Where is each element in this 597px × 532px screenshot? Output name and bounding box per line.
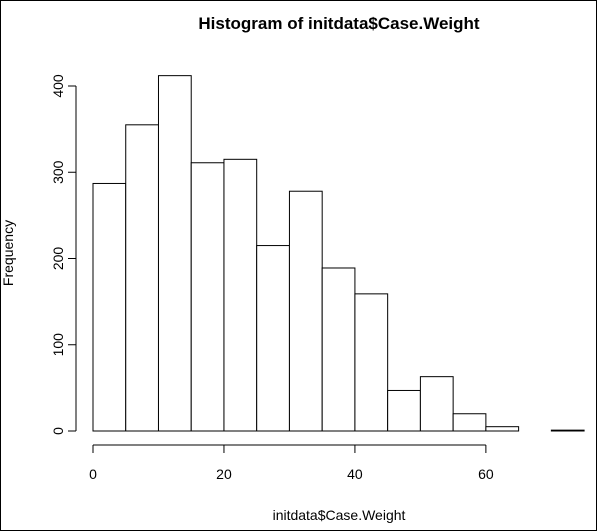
y-axis: 0 100 200 300 400 [50,74,77,435]
bars-group [92,75,585,432]
x-tick-label: 60 [478,466,494,482]
histogram-bar-14 [550,429,585,432]
histogram-bar-11 [452,413,487,432]
histogram-bar-3 [190,162,225,432]
x-axis-label: initdata$Case.Weight [273,507,406,523]
y-tick-label: 300 [50,160,66,184]
histogram-bar-8 [354,293,389,432]
y-tick-label: 0 [50,427,66,435]
histogram-bar-4 [223,158,258,432]
x-tick-label: 40 [347,466,363,482]
histogram-bar-9 [387,389,421,432]
chart-title: Histogram of initdata$Case.Weight [198,14,480,33]
histogram-bar-10 [419,376,454,432]
histogram-bar-0 [92,182,127,432]
y-tick-label: 400 [50,74,66,98]
histogram-bar-7 [321,267,356,432]
x-tick-label: 20 [216,466,232,482]
y-tick-label: 100 [50,333,66,357]
histogram-bar-5 [256,245,290,432]
histogram-bar-2 [157,75,192,432]
y-tick-label: 200 [50,247,66,271]
x-axis: 0 20 40 60 [89,444,494,482]
x-tick-label: 0 [89,466,97,482]
y-axis-label: Frequency [1,220,16,286]
histogram-bar-12 [485,426,520,432]
histogram-bar-6 [288,190,323,432]
histogram-bar-1 [125,124,159,432]
